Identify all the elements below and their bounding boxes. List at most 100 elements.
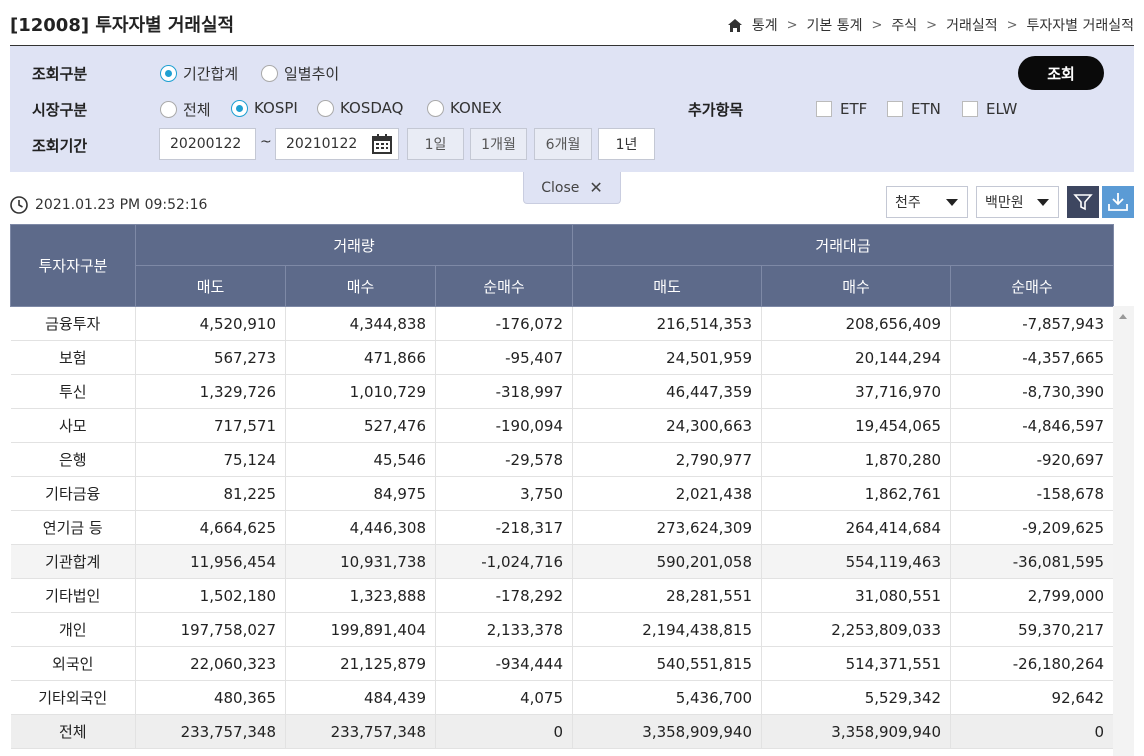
- checkbox-icon: [816, 101, 832, 117]
- value-cell: 2,021,438: [572, 476, 763, 511]
- download-icon: [1108, 193, 1128, 211]
- value-cell: 81,225: [135, 476, 286, 511]
- checkbox-etf[interactable]: ETF: [816, 100, 867, 118]
- breadcrumb-item[interactable]: 기본 통계: [806, 18, 863, 34]
- investor-type-cell: 개인: [10, 612, 136, 647]
- period-1month-button[interactable]: 1개월: [470, 128, 527, 160]
- header-volume-sell: 매도: [135, 265, 286, 307]
- value-cell: 10,931,738: [285, 544, 436, 579]
- investor-type-cell: 사모: [10, 408, 136, 443]
- scroll-up-icon[interactable]: [1119, 314, 1127, 319]
- value-unit-select[interactable]: 백만원: [976, 186, 1059, 218]
- value-cell: -9,209,625: [950, 510, 1115, 545]
- value-cell: -4,357,665: [950, 340, 1115, 375]
- radio-period-sum[interactable]: 기간합계: [160, 63, 238, 84]
- radio-market-konex[interactable]: KONEX: [427, 99, 502, 117]
- table-row: 개인 197,758,027 199,891,404 2,133,378 2,194,4…: [10, 612, 1115, 647]
- download-button[interactable]: [1102, 186, 1134, 218]
- header-value-sell: 매도: [572, 265, 763, 307]
- radio-market-kospi[interactable]: KOSPI: [231, 99, 298, 117]
- value-cell: 24,300,663: [572, 408, 763, 443]
- checkbox-label: ETF: [840, 100, 868, 118]
- start-date-input[interactable]: 20200122: [159, 128, 256, 160]
- value-cell: -1,024,716: [435, 544, 574, 579]
- breadcrumb-item[interactable]: 주식: [891, 18, 918, 34]
- radio-daily-trend[interactable]: 일별추이: [261, 63, 339, 84]
- value-cell: 24,501,959: [572, 340, 763, 375]
- end-date-input[interactable]: 20210122: [275, 128, 399, 160]
- date-range-separator: ~: [260, 134, 272, 150]
- value-cell: 233,757,348: [285, 714, 436, 749]
- volume-unit-select[interactable]: 천주: [886, 186, 968, 218]
- timestamp: 2021.01.23 PM 09:52:16: [10, 196, 207, 214]
- value-cell: 1,870,280: [761, 442, 952, 477]
- breadcrumb-item[interactable]: 투자자별 거래실적: [1026, 18, 1135, 34]
- calendar-icon[interactable]: [372, 134, 392, 154]
- investor-type-cell: 기타외국인: [10, 680, 136, 715]
- radio-market-kosdaq[interactable]: KOSDAQ: [317, 99, 403, 117]
- table-row: 금융투자 4,520,910 4,344,838 -176,072 216,514,35…: [10, 306, 1115, 341]
- value-cell: 84,975: [285, 476, 436, 511]
- header-group-value: 거래대금: [572, 224, 1115, 266]
- breadcrumb-item[interactable]: 거래실적: [946, 18, 998, 34]
- value-cell: 0: [950, 714, 1115, 749]
- home-icon[interactable]: [727, 18, 742, 32]
- value-cell: 264,414,684: [761, 510, 952, 545]
- value-cell: 3,750: [435, 476, 574, 511]
- value-cell: 2,790,977: [572, 442, 763, 477]
- breadcrumb-item[interactable]: 통계: [751, 18, 778, 34]
- checkbox-etn[interactable]: ETN: [887, 100, 941, 118]
- clock-icon: [10, 196, 28, 214]
- extra-items-label: 추가항목: [688, 101, 744, 119]
- value-cell: 2,253,809,033: [761, 612, 952, 647]
- header-value-buy: 매수: [761, 265, 952, 307]
- investor-type-cell: 은행: [10, 442, 136, 477]
- value-cell: 273,624,309: [572, 510, 763, 545]
- value-cell: 590,201,058: [572, 544, 763, 579]
- period-1year-button[interactable]: 1년: [598, 128, 655, 160]
- investor-type-cell: 연기금 등: [10, 510, 136, 545]
- header-volume-net: 순매수: [434, 265, 574, 307]
- value-cell: 11,956,454: [135, 544, 286, 579]
- query-type-label: 조회구분: [32, 65, 88, 83]
- value-cell: 4,664,625: [135, 510, 286, 545]
- checkbox-elw[interactable]: ELW: [962, 100, 1017, 118]
- search-button[interactable]: 조회: [1018, 56, 1104, 90]
- value-cell: 3,358,909,940: [572, 714, 763, 749]
- table-row: 기타금융 81,225 84,975 3,750 2,021,438 1,862,761-…: [10, 476, 1115, 511]
- value-cell: 199,891,404: [285, 612, 436, 647]
- value-cell: -934,444: [435, 646, 574, 681]
- value-cell: 4,446,308: [285, 510, 436, 545]
- close-filter-button[interactable]: Close ✕: [523, 172, 621, 204]
- vertical-scrollbar[interactable]: [1113, 306, 1134, 756]
- close-icon: ✕: [589, 178, 603, 197]
- value-cell: -4,846,597: [950, 408, 1115, 443]
- value-cell: 2,133,378: [435, 612, 574, 647]
- value-cell: -8,730,390: [950, 374, 1115, 409]
- radio-label: KOSPI: [254, 99, 298, 117]
- value-cell: 31,080,551: [761, 578, 952, 613]
- value-cell: -29,578: [435, 442, 574, 477]
- value-cell: 5,436,700: [572, 680, 763, 715]
- radio-unchecked-icon: [317, 99, 334, 117]
- value-cell: -36,081,595: [950, 544, 1115, 579]
- header-investor-type: 투자자구분: [10, 224, 136, 307]
- radio-label: KOSDAQ: [340, 99, 404, 117]
- investor-type-cell: 투신: [10, 374, 136, 409]
- filter-button[interactable]: [1067, 186, 1099, 218]
- divider: [10, 45, 1134, 46]
- value-cell: 59,370,217: [950, 612, 1115, 647]
- select-value: 천주: [895, 195, 921, 211]
- period-6month-button[interactable]: 6개월: [534, 128, 592, 160]
- value-cell: 1,010,729: [285, 374, 436, 409]
- radio-market-all[interactable]: 전체: [160, 99, 211, 120]
- table-row: 외국인 22,060,323 21,125,879 -934,444 540,551,8…: [10, 646, 1115, 681]
- value-cell: 554,119,463: [761, 544, 952, 579]
- period-1day-button[interactable]: 1일: [407, 128, 464, 160]
- value-cell: 46,447,359: [572, 374, 763, 409]
- value-cell: 2,799,000: [950, 578, 1115, 613]
- checkbox-label: ETN: [911, 100, 941, 118]
- value-cell: -920,697: [950, 442, 1115, 477]
- value-cell: 19,454,065: [761, 408, 952, 443]
- checkbox-label: ELW: [986, 100, 1018, 118]
